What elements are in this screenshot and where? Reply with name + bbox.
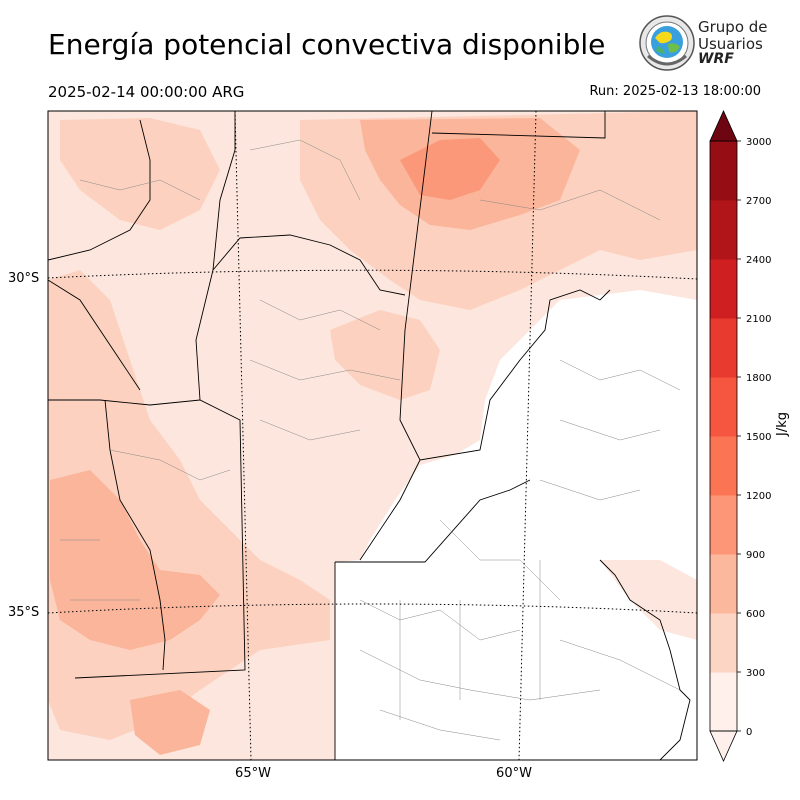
run-time: Run: 2025-02-13 18:00:00: [589, 84, 761, 99]
colorbar-tick-label: 300: [746, 668, 765, 679]
colorbar-tick-label: 900: [746, 550, 765, 561]
cape-field-300-600-nw: [60, 118, 220, 230]
lon-label-60w: 60°W: [496, 766, 532, 781]
colorbar-segment: [710, 495, 737, 555]
coastline: [599, 559, 691, 760]
colorbar-tick-label: 1500: [746, 432, 771, 443]
graticule: [48, 111, 697, 760]
colorbar-tick-label: 2400: [746, 255, 771, 266]
colorbar-segment: [710, 554, 737, 614]
colorbar-segment: [710, 318, 737, 378]
colorbar-segment: [710, 141, 737, 201]
cape-field-900-1200: [400, 138, 500, 200]
colorbar-segment: [710, 259, 737, 319]
lat-label-30s: 30°S: [8, 271, 40, 286]
cape-field-600-900-west: [50, 470, 220, 650]
map-area: [48, 111, 697, 760]
wrf-logo: Grupo de Usuarios WRF: [638, 14, 768, 72]
globe-seal-icon: [639, 15, 695, 71]
cape-field-600-900-sw: [130, 690, 210, 755]
logo-text-line3: WRF: [698, 51, 734, 67]
logo-text-line2: Usuarios: [698, 35, 763, 53]
colorbar-tick-label: 2700: [746, 196, 771, 207]
province-borders: [48, 111, 611, 760]
colorbar-tick-label: 600: [746, 609, 765, 620]
colorbar-title: J/kg: [775, 412, 790, 436]
colorbar-tick-label: 3000: [746, 137, 771, 148]
colorbar-tick-label: 1800: [746, 373, 771, 384]
colorbar-segment: [710, 377, 737, 437]
colorbar-segment: [710, 672, 737, 732]
map-frame: [47, 110, 698, 761]
cape-field-0-300-east: [600, 560, 697, 640]
lon-label-65w: 65°W: [235, 766, 271, 781]
lat-label-35s: 35°S: [8, 605, 40, 620]
department-borders: [60, 139, 681, 741]
colorbar-extend-max: [709, 110, 738, 142]
colorbar-segment: [710, 200, 737, 260]
colorbar-tick-label: 2100: [746, 314, 771, 325]
valid-time: 2025-02-14 00:00:00 ARG: [48, 83, 245, 101]
colorbar: 0 300 600 900 1200 1500 1800 2100 2400 2700 3000: [709, 110, 771, 762]
colorbar-tick-label: 1200: [746, 491, 771, 502]
logo-text-line1: Grupo de: [698, 18, 768, 36]
colorbar-tick-label: 0: [746, 727, 752, 738]
colorbar-segment: [710, 613, 737, 673]
chart-title: Energía potencial convectiva disponible: [48, 28, 606, 61]
colorbar-segment: [710, 436, 737, 496]
colorbar-extend-min: [709, 730, 738, 762]
cape-field-300-600-center: [330, 310, 440, 400]
